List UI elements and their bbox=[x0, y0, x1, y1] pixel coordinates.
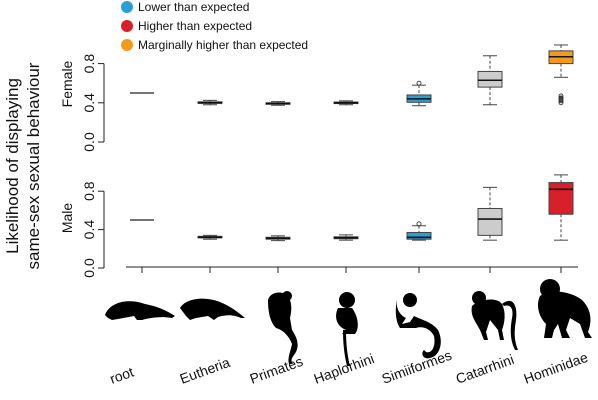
male-hominidae-box bbox=[548, 182, 574, 215]
female-simiiformes-outlier bbox=[416, 80, 422, 86]
legend-label-lower: Lower than expected bbox=[138, 0, 249, 14]
male-y-tick-label: 0.8 bbox=[81, 181, 97, 201]
x-tick-label-hominidae: Hominidae bbox=[522, 349, 591, 387]
legend-marker-lower bbox=[121, 1, 133, 13]
x-tick-label-root: root bbox=[108, 363, 136, 386]
male-catarrhini-box bbox=[477, 207, 503, 236]
female-y-tick-label: 0.4 bbox=[81, 93, 97, 113]
x-tick-label-primates: Primates bbox=[248, 353, 305, 387]
female-hominidae-outlier bbox=[558, 100, 564, 106]
panel-label-male: Male bbox=[59, 203, 75, 234]
female-catarrhini-box bbox=[477, 70, 503, 88]
panel-label-female: Female bbox=[59, 60, 75, 107]
catarrhini-silhouette bbox=[471, 291, 518, 350]
x-tick-label-catarrhini: Catarrhini bbox=[454, 351, 517, 387]
legend-label-marginal: Marginally higher than expected bbox=[138, 38, 308, 52]
male-y-tick-label: 0.0 bbox=[81, 258, 97, 278]
legend-marker-higher bbox=[121, 20, 133, 32]
eutheria-silhouette bbox=[180, 298, 245, 320]
legend: Lower than expected Higher than expected… bbox=[121, 0, 308, 52]
hominidae-silhouette bbox=[538, 279, 592, 338]
female-y-tick-label: 0.0 bbox=[81, 132, 97, 152]
female-y-tick-label: 0.8 bbox=[81, 54, 97, 74]
x-tick-label-eutheria: Eutheria bbox=[178, 354, 233, 387]
haplorhini-silhouette bbox=[336, 292, 358, 366]
y-axis-title-line-1: Likelihood of displaying bbox=[3, 78, 22, 254]
legend-label-higher: Higher than expected bbox=[138, 19, 252, 33]
simiiformes-silhouette bbox=[395, 293, 441, 359]
root-silhouette bbox=[105, 301, 175, 320]
male-simiiformes-box bbox=[406, 231, 432, 240]
male-y-tick-label: 0.4 bbox=[81, 220, 97, 240]
x-tick-label-simiiformes: Simiiformes bbox=[380, 347, 454, 387]
female-hominidae-outlier bbox=[558, 98, 564, 104]
legend-marker-marginal bbox=[121, 39, 133, 51]
primates-silhouette bbox=[268, 291, 298, 364]
x-tick-label-haplorhini: Haplorhini bbox=[312, 350, 377, 387]
male-simiiformes-outlier bbox=[416, 221, 422, 227]
silhouettes bbox=[105, 279, 592, 366]
y-axis-title-line-2: same-sex sexual behaviour bbox=[24, 62, 43, 269]
